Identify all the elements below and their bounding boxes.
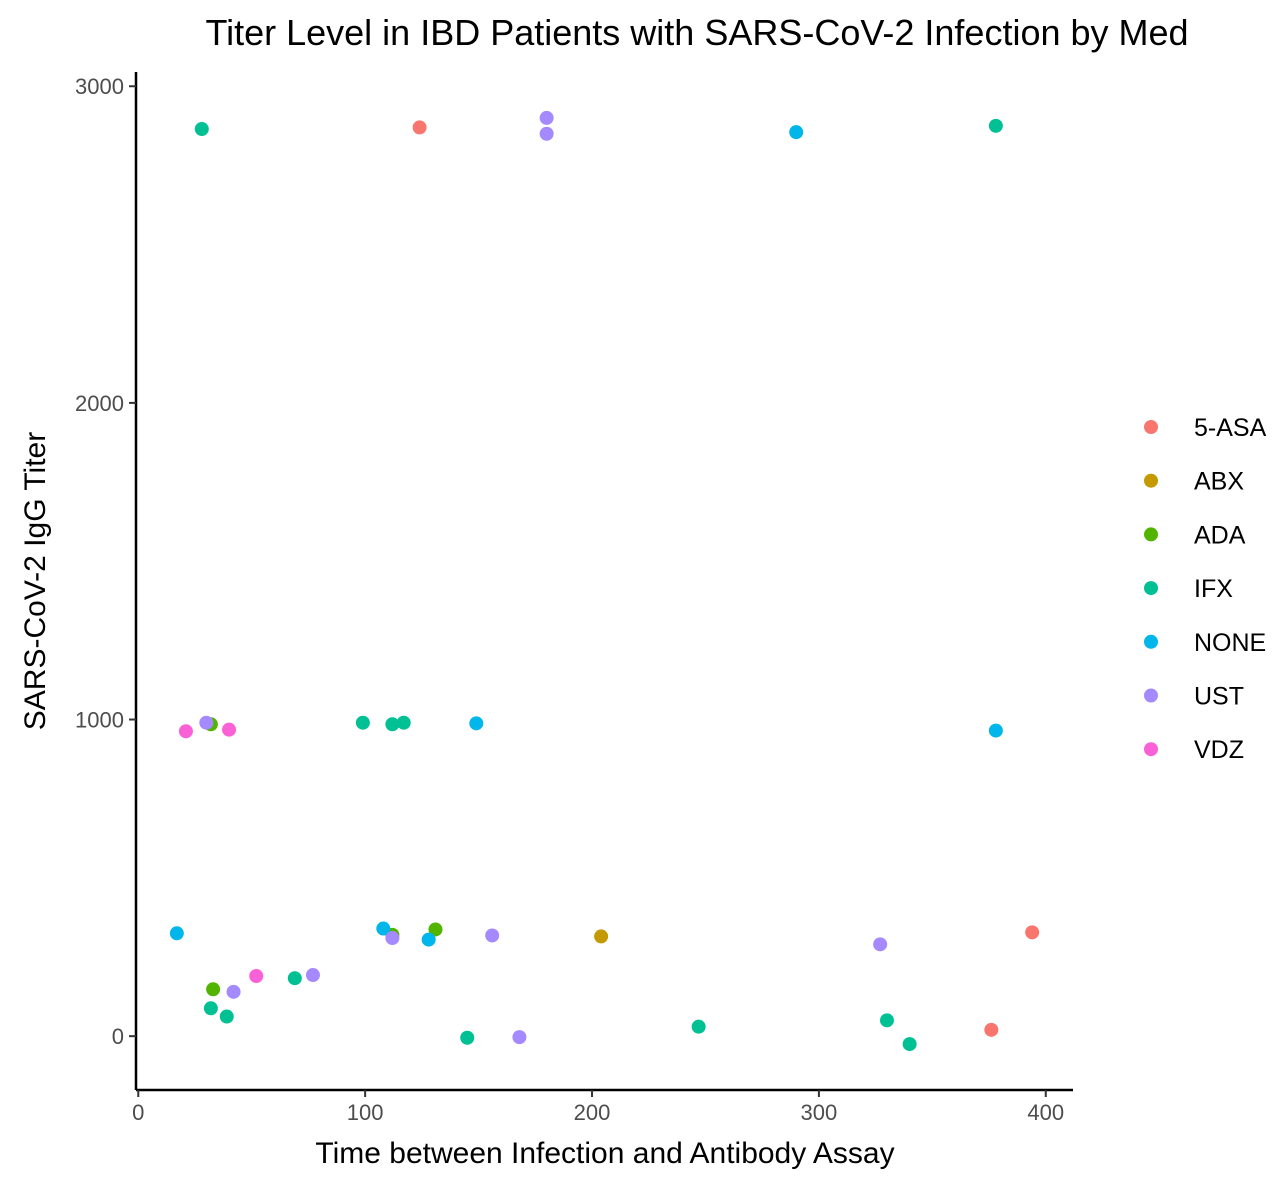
legend-marker	[1144, 527, 1158, 542]
data-point	[988, 723, 1003, 738]
data-point	[512, 1030, 527, 1045]
series-ada	[203, 717, 443, 997]
series-vdz	[178, 722, 264, 984]
data-point	[789, 125, 804, 140]
series-abx	[594, 929, 609, 944]
data-point	[219, 1009, 234, 1024]
data-point	[469, 716, 484, 731]
series-none	[169, 125, 1003, 947]
legend-item: NONE	[1144, 629, 1266, 657]
legend-label: ABX	[1194, 468, 1244, 496]
data-point	[421, 932, 436, 947]
data-point	[902, 1037, 917, 1052]
x-axis-ticks: 0 100 200 300 400	[132, 1090, 1064, 1125]
y-axis-ticks: 0 1000 2000 3000	[75, 74, 136, 1049]
y-tick-label: 2000	[75, 391, 124, 416]
series-ust	[199, 110, 888, 1045]
data-point	[691, 1019, 706, 1034]
legend-item: VDZ	[1144, 736, 1244, 764]
legend-label: IFX	[1194, 575, 1233, 603]
series-ifx	[194, 118, 1003, 1052]
data-point	[539, 126, 554, 141]
data-point	[376, 921, 391, 936]
data-point	[385, 931, 400, 946]
data-point	[396, 715, 411, 730]
data-point	[460, 1030, 475, 1045]
legend-label: 5-ASA	[1194, 414, 1267, 442]
legend-item: ABX	[1144, 468, 1244, 496]
y-tick-label: 3000	[75, 74, 124, 99]
x-tick-label: 400	[1027, 1100, 1064, 1125]
data-points	[169, 110, 1040, 1052]
legend-item: IFX	[1144, 575, 1233, 603]
y-tick-label: 0	[112, 1024, 124, 1049]
data-point	[984, 1022, 999, 1037]
x-axis-label: Time between Infection and Antibody Assa…	[315, 1137, 894, 1170]
data-point	[178, 724, 193, 739]
legend: 5-ASA ABX ADA IFX NONE UST VDZ	[1144, 414, 1267, 764]
data-point	[879, 1013, 894, 1028]
data-point	[385, 717, 400, 732]
data-point	[226, 984, 241, 999]
legend-item: UST	[1144, 683, 1244, 711]
data-point	[988, 118, 1003, 133]
data-point	[305, 968, 320, 983]
legend-marker	[1144, 420, 1158, 434]
legend-label: VDZ	[1194, 736, 1244, 764]
legend-label: ADA	[1194, 521, 1246, 549]
legend-item: 5-ASA	[1144, 414, 1267, 442]
data-point	[355, 715, 370, 730]
data-point	[485, 928, 500, 943]
x-tick-label: 0	[132, 1100, 144, 1125]
data-point	[206, 982, 221, 997]
data-point	[199, 715, 214, 730]
data-point	[428, 922, 443, 937]
data-point	[249, 969, 264, 984]
data-point	[194, 121, 209, 136]
data-point	[1025, 925, 1040, 940]
legend-marker	[1144, 742, 1158, 757]
legend-item: ADA	[1144, 521, 1246, 549]
chart-title: Titer Level in IBD Patients with SARS-Co…	[205, 12, 1188, 53]
x-tick-label: 200	[574, 1100, 611, 1125]
legend-label: UST	[1194, 683, 1244, 711]
data-point	[203, 1001, 218, 1016]
x-axis: 0 100 200 300 400	[132, 1088, 1073, 1125]
data-point	[873, 937, 888, 952]
y-axis: 0 1000 2000 3000	[75, 72, 138, 1090]
y-tick-label: 1000	[75, 708, 124, 733]
data-point	[594, 929, 609, 944]
legend-marker	[1144, 473, 1158, 488]
data-point	[169, 926, 184, 941]
data-point	[287, 971, 302, 986]
x-tick-label: 300	[801, 1100, 838, 1125]
data-point	[412, 120, 427, 135]
x-tick-label: 100	[347, 1100, 384, 1125]
legend-marker	[1144, 688, 1158, 703]
legend-marker	[1144, 581, 1158, 596]
legend-label: NONE	[1194, 629, 1266, 657]
data-point	[222, 722, 237, 737]
legend-marker	[1144, 634, 1158, 649]
data-point	[539, 110, 554, 125]
series-5-asa	[412, 120, 1040, 1037]
y-axis-label: SARS-CoV-2 IgG Titer	[19, 432, 52, 730]
